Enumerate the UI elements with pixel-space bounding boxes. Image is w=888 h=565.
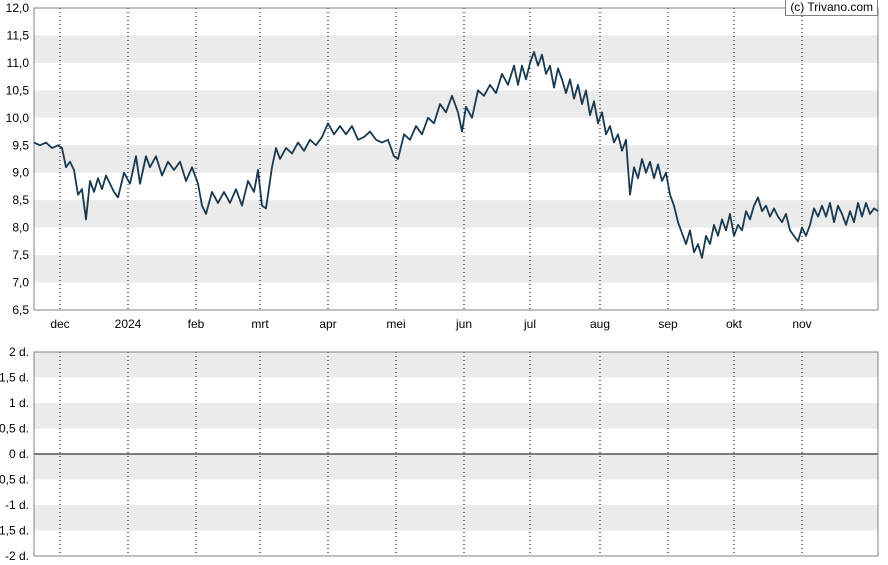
svg-text:mrt: mrt: [251, 317, 269, 331]
svg-text:8,5: 8,5: [12, 193, 29, 207]
copyright-text: (c) Trivano.com: [790, 0, 873, 14]
svg-text:10,0: 10,0: [6, 111, 30, 125]
svg-text:12,0: 12,0: [6, 1, 30, 15]
svg-text:jul: jul: [523, 317, 536, 331]
svg-text:7,5: 7,5: [12, 248, 29, 262]
svg-text:6,5: 6,5: [12, 303, 29, 317]
svg-text:7,0: 7,0: [12, 276, 29, 290]
svg-text:-1 d.: -1 d.: [5, 498, 29, 512]
svg-text:9,0: 9,0: [12, 166, 29, 180]
svg-text:mei: mei: [386, 317, 405, 331]
svg-text:0,5 d.: 0,5 d.: [0, 422, 29, 436]
svg-text:jun: jun: [455, 317, 472, 331]
copyright-label: (c) Trivano.com: [785, 0, 878, 16]
svg-text:0 d.: 0 d.: [9, 447, 29, 461]
svg-text:-0,5 d.: -0,5 d.: [0, 473, 29, 487]
svg-text:10,5: 10,5: [6, 83, 30, 97]
svg-text:11,0: 11,0: [7, 56, 30, 70]
svg-text:11,5: 11,5: [7, 28, 30, 42]
svg-text:2 d.: 2 d.: [9, 345, 29, 359]
svg-text:sep: sep: [658, 317, 678, 331]
svg-text:9,5: 9,5: [12, 138, 29, 152]
svg-text:aug: aug: [590, 317, 610, 331]
svg-text:8,0: 8,0: [12, 221, 29, 235]
svg-text:1 d.: 1 d.: [9, 396, 29, 410]
svg-text:2024: 2024: [115, 317, 142, 331]
svg-text:1,5 d.: 1,5 d.: [0, 371, 29, 385]
chart-svg: 6,5 7,0 7,5 8,0 8,5 9,0 9,5 10,0 10,5 11,0 11,5 12,…: [0, 0, 888, 565]
svg-text:okt: okt: [726, 317, 743, 331]
svg-text:feb: feb: [188, 317, 205, 331]
chart-container: 6,5 7,0 7,5 8,0 8,5 9,0 9,5 10,0 10,5 11,0 11,5 12,…: [0, 0, 888, 565]
svg-text:dec: dec: [50, 317, 69, 331]
svg-text:-1,5 d.: -1,5 d.: [0, 524, 29, 538]
svg-text:-2 d.: -2 d.: [5, 549, 29, 563]
svg-text:apr: apr: [319, 317, 336, 331]
svg-text:nov: nov: [792, 317, 811, 331]
